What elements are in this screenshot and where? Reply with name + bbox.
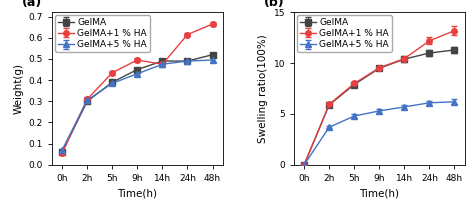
- Legend: GelMA, GelMA+1 % HA, GelMA+5 % HA: GelMA, GelMA+1 % HA, GelMA+5 % HA: [297, 15, 392, 52]
- Y-axis label: Weight(g): Weight(g): [13, 63, 23, 114]
- Text: (a): (a): [21, 0, 42, 9]
- Text: (b): (b): [264, 0, 284, 9]
- X-axis label: Time(h): Time(h): [359, 188, 399, 198]
- X-axis label: Time(h): Time(h): [118, 188, 157, 198]
- Legend: GelMA, GelMA+1 % HA, GelMA+5 % HA: GelMA, GelMA+1 % HA, GelMA+5 % HA: [55, 15, 150, 52]
- Y-axis label: Swelling ratio(100%): Swelling ratio(100%): [258, 34, 268, 143]
